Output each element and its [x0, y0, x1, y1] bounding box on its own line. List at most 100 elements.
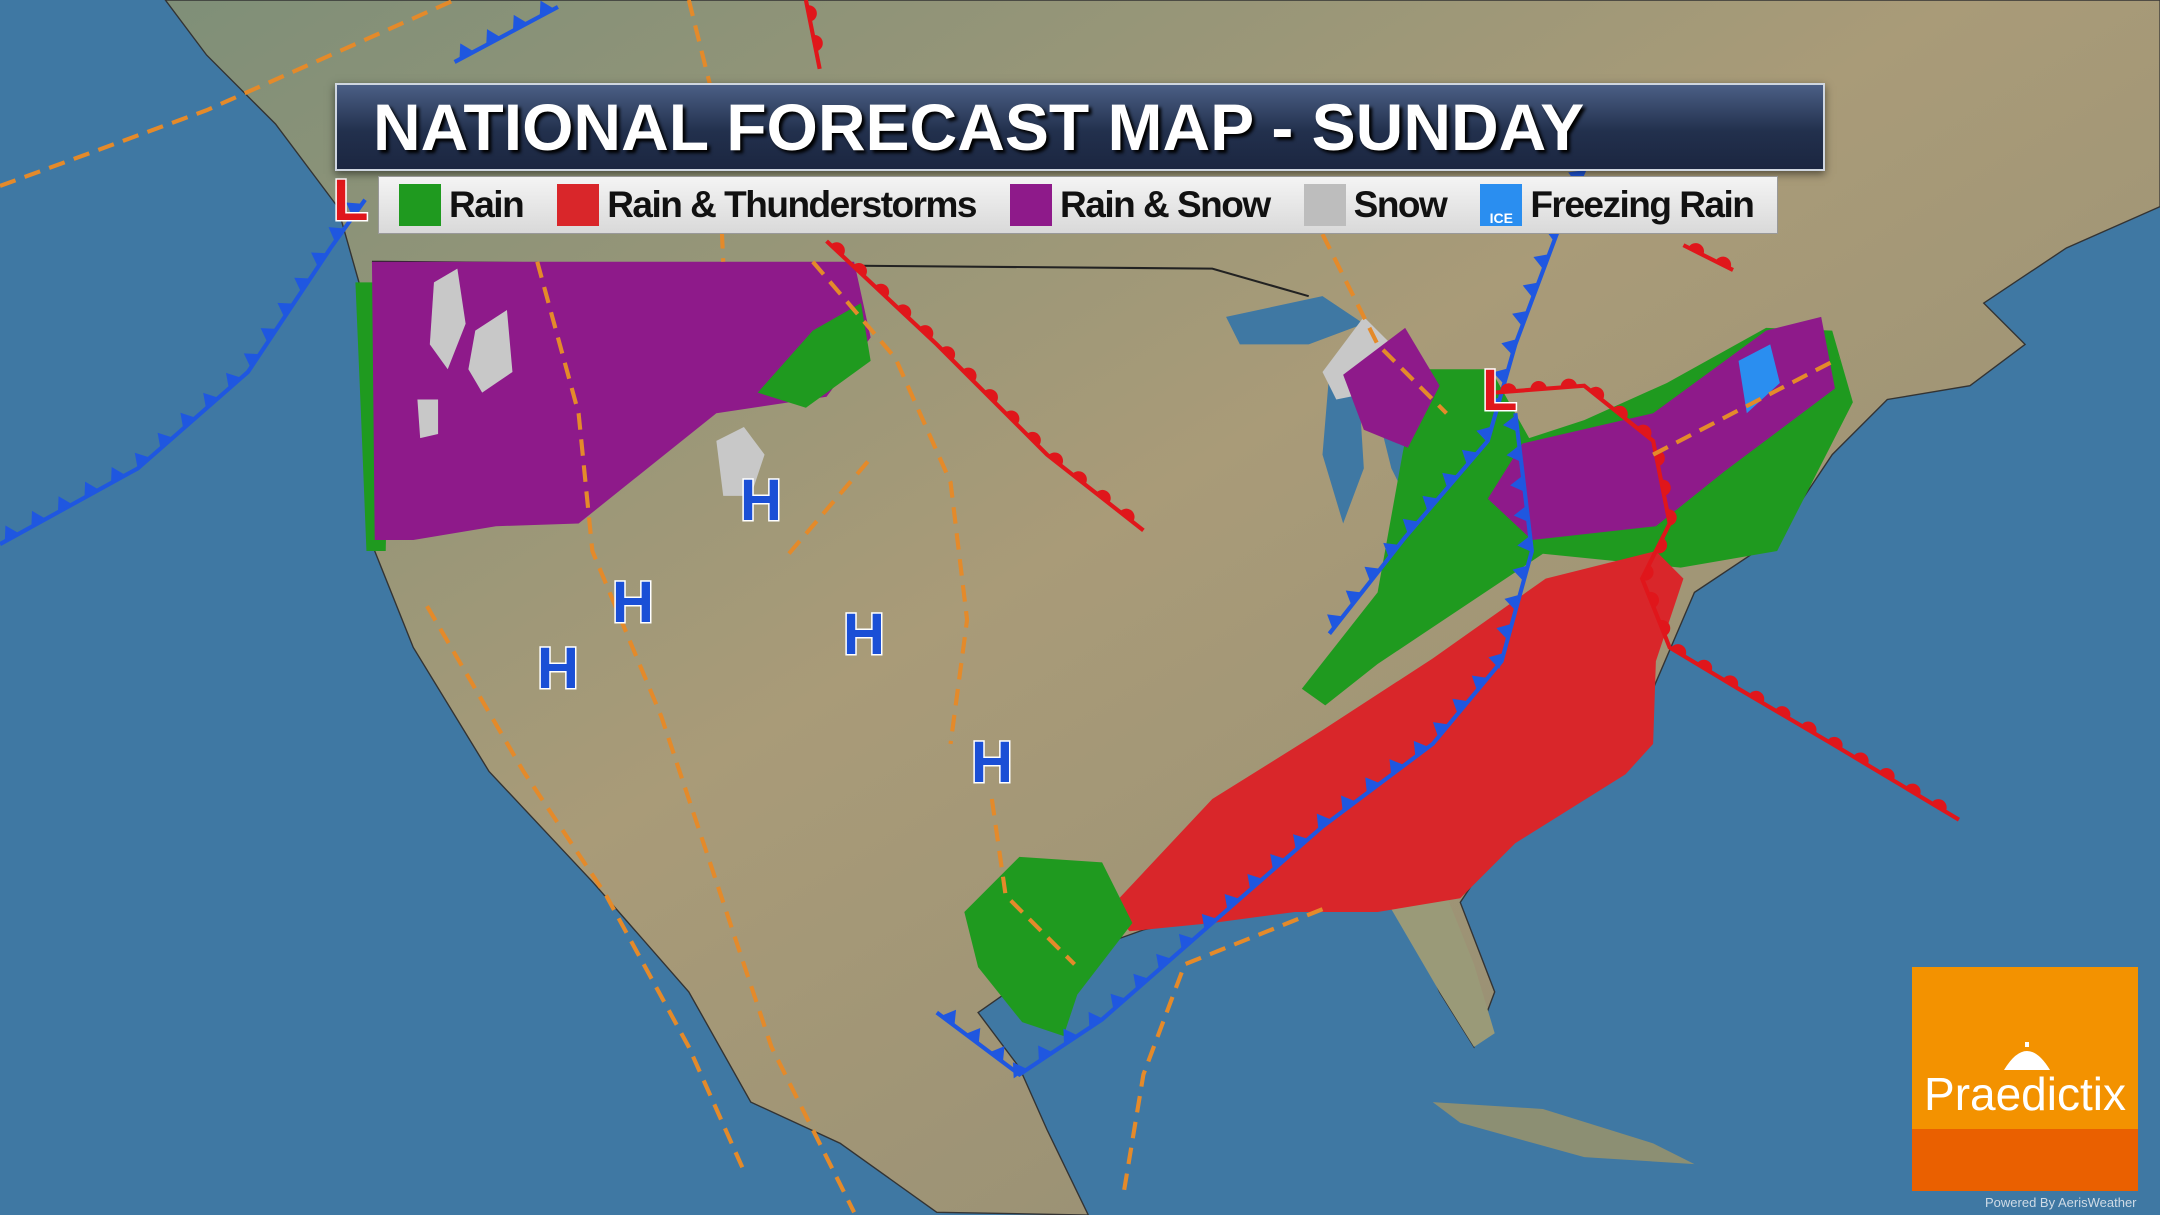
warm-front-semicircle — [1560, 378, 1578, 388]
cold-front-triangle — [1063, 1028, 1078, 1045]
trough-texas — [989, 798, 1076, 966]
cold-front-triangle — [1364, 566, 1381, 582]
legend-item-rain-snow: Rain & Snow — [1010, 184, 1271, 226]
cold-front-triangle — [1292, 834, 1309, 850]
warm-front-semicircle — [1048, 452, 1064, 466]
rain-area-texas — [964, 856, 1133, 1036]
trough-plains — [811, 260, 970, 745]
cold-front-triangle — [57, 496, 73, 513]
cold-front-triangle — [1501, 339, 1517, 356]
cold-front-triangle — [1389, 759, 1405, 776]
cold-front-triangle — [1484, 397, 1501, 414]
warm-front-semicircle — [1715, 256, 1732, 269]
cold-front-triangle — [157, 432, 173, 449]
warm-front-semicircle — [983, 389, 998, 404]
cold-front-triangle — [1270, 854, 1286, 870]
legend-label: Snow — [1353, 184, 1448, 225]
warm-front-semicircle — [806, 5, 817, 22]
legend: Rain Rain & Thunderstorms Rain & Snow Sn… — [378, 176, 1778, 234]
trough-great-basin — [535, 261, 856, 1214]
warm-front-semicircle — [1005, 410, 1020, 425]
cold-front-triangle — [512, 14, 528, 31]
warm-front-semicircle — [1748, 690, 1765, 704]
trough-colorado — [783, 460, 870, 560]
cold-front-triangle — [989, 1046, 1005, 1063]
umbrella-icon — [2004, 1042, 2050, 1070]
warm-front-semicircle — [962, 367, 977, 382]
cold-front-triangle — [1402, 518, 1419, 535]
trough-gulf — [1120, 907, 1324, 1199]
cold-front-triangle — [226, 372, 242, 389]
cold-front-triangle — [1422, 495, 1439, 512]
low-pressure-marker: L — [1482, 358, 1517, 423]
trough-baja — [425, 605, 746, 1172]
warm-front-semicircle — [1774, 706, 1791, 719]
logo-text: Praedictix — [1924, 1068, 2126, 1120]
cold-front-triangle — [203, 392, 219, 409]
cold-front-triangle — [1502, 415, 1518, 432]
legend-item-freezing-rain: ICE Freezing Rain — [1480, 184, 1755, 226]
cold-front-triangle — [486, 29, 501, 46]
warm-front-semicircle — [1647, 591, 1659, 608]
cold-front-triangle — [1504, 594, 1520, 611]
cold-front-triangle — [346, 202, 363, 218]
cold-front-triangle — [1224, 893, 1240, 910]
high-pressure-marker: H — [537, 636, 579, 701]
low-pressure-marker: L — [333, 168, 368, 233]
lightning-icon — [557, 184, 600, 226]
cold-front-pacific — [0, 198, 367, 546]
trough-michigan — [1320, 233, 1448, 415]
rain-snow-area-michigan — [1343, 327, 1440, 448]
warm-front-semicircle — [1879, 768, 1895, 781]
warm-front-semicircle — [1688, 243, 1704, 256]
warm-front-semicircle — [1589, 386, 1605, 401]
cold-front-triangle — [243, 353, 260, 368]
cold-front-triangle — [311, 252, 328, 267]
warm-front-semicircle — [919, 325, 934, 340]
warm-front-semicircle — [1636, 424, 1652, 439]
warm-front-semicircle — [1530, 380, 1547, 390]
logo-band — [1912, 1129, 2138, 1191]
cold-front-triangle — [111, 467, 126, 484]
warm-front-semicircle — [1722, 675, 1739, 688]
warm-front-semicircle — [940, 346, 956, 361]
trough-pacific — [0, 0, 456, 188]
cold-front-triangle — [965, 1027, 981, 1044]
high-pressure-marker: H — [971, 730, 1013, 795]
warm-front-semicircle — [1853, 752, 1869, 765]
legend-item-rain-thunderstorms: Rain & Thunderstorms — [557, 184, 978, 226]
legend-label: Freezing Rain — [1530, 184, 1755, 225]
thunderstorm-area-southeast — [1108, 551, 1684, 932]
warm-front-semicircle — [1905, 783, 1921, 797]
cold-front-triangle — [1432, 722, 1449, 738]
cold-front-triangle — [539, 0, 555, 17]
cold-front-triangle — [1012, 1062, 1028, 1079]
cold-front-triangle — [941, 1009, 957, 1026]
cold-front-triangle — [260, 328, 277, 343]
warm-front-semicircle — [1095, 489, 1111, 504]
snow-area-oregon — [417, 309, 513, 439]
cold-front-triangle — [4, 525, 20, 542]
cold-front-triangle — [1488, 653, 1504, 669]
cold-front-triangle — [328, 227, 345, 242]
cold-front-triangle — [1517, 535, 1533, 553]
warm-front-semicircle — [1801, 721, 1817, 734]
snow-area-cascades — [429, 268, 466, 370]
warm-front-semicircle — [830, 242, 845, 257]
rain-area-montana — [757, 303, 871, 408]
title-bar: NATIONAL FORECAST MAP - SUNDAY — [335, 83, 1825, 171]
cold-front-triangle — [134, 452, 151, 469]
warm-front-north — [803, 0, 822, 70]
cold-front-triangle — [1510, 475, 1525, 492]
warm-front-semicircle — [812, 34, 823, 52]
cold-front-triangle — [1088, 1011, 1104, 1028]
powered-by-credit: Powered By AerisWeather — [1985, 1195, 2137, 1210]
cold-front-triangle — [1442, 472, 1459, 489]
florida — [1391, 895, 1495, 1047]
cold-front-triangle — [1247, 873, 1263, 890]
snowflake-icon — [1303, 184, 1346, 226]
warm-front-semicircle — [1655, 537, 1668, 554]
warm-front-semicircle — [1931, 799, 1947, 812]
cold-front-triangle — [1316, 813, 1332, 830]
cold-front-triangle — [1110, 993, 1126, 1010]
